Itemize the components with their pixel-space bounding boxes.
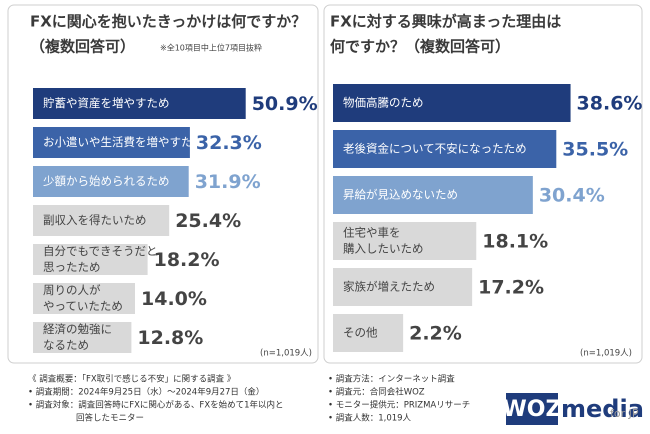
value-label: 50.9% <box>252 93 318 115</box>
bar-label: 副収入を得たいため <box>43 213 147 227</box>
survey-line: • 調査元：合同会社WOZ <box>328 387 425 398</box>
bar <box>333 84 571 122</box>
bar <box>333 314 404 352</box>
chart-title: （複数回答可） <box>30 38 135 56</box>
bar-label: お小遣いや生活費を増やすため <box>43 135 204 149</box>
bar-label: 周りの人が <box>43 283 101 297</box>
chart-title: FXに対する興味が高まった理由は <box>330 13 561 31</box>
bar-label: 昇給が見込めないため <box>343 188 458 202</box>
bar-label: やっていたため <box>43 299 123 313</box>
bar-label: 思ったため <box>43 260 101 274</box>
survey-line: • 調査方法：インターネット調査 <box>328 374 455 385</box>
bar-label: 老後資金について不安になったため <box>343 142 527 156</box>
sample-size: (n=1,019人) <box>260 349 312 359</box>
bar <box>333 130 557 168</box>
value-label: 31.9% <box>195 171 261 193</box>
bar-label: 少額から始められるため <box>43 174 170 188</box>
bar <box>33 166 189 197</box>
bar <box>333 268 473 306</box>
value-label: 25.4% <box>175 210 241 232</box>
survey-line: • モニター提供元：PRIZMAリサーチ <box>328 400 470 411</box>
bar-label: なるため <box>43 338 89 352</box>
survey-line: 《 調査概要：「FX取引で感じる不安」に関する調査 》 <box>28 374 235 385</box>
logo-word: media <box>561 395 644 423</box>
chart-title: 何ですか？（複数回答可） <box>330 38 510 56</box>
bar-label: 物価高騰のため <box>343 96 424 110</box>
bar-label: 経済の勉強に <box>43 322 112 336</box>
value-label: 35.5% <box>562 139 628 161</box>
sample-size: (n=1,019人) <box>580 349 632 359</box>
bar <box>33 127 190 158</box>
survey-line: • 調査対象：調査回答時にFXに関心がある、FXを始めて1年以内と <box>28 400 284 411</box>
survey-line: 回答したモニター <box>76 413 144 424</box>
bar <box>33 244 148 275</box>
survey-line: • 調査人数：1,019人 <box>328 413 412 424</box>
bar-label: 購入したいため <box>343 242 424 256</box>
logo-box <box>506 393 558 425</box>
bar <box>333 176 533 214</box>
value-label: 14.0% <box>141 288 207 310</box>
survey-line: • 調査期間：2024年9月25日（水）～2024年9月27日（金） <box>28 387 264 398</box>
value-label: 38.6% <box>577 93 643 115</box>
bar-label: 貯蓄や資産を増やすため <box>43 96 170 110</box>
value-label: 12.8% <box>137 327 203 349</box>
value-label: 18.1% <box>482 231 548 253</box>
value-label: 30.4% <box>539 185 605 207</box>
chart-title: FXに関心を抱いたきっかけは何ですか？ <box>30 13 306 31</box>
value-label: 2.2% <box>409 323 462 345</box>
bar <box>33 205 170 236</box>
bar-label: その他 <box>343 326 378 340</box>
value-label: 17.2% <box>478 277 544 299</box>
bar <box>33 283 135 314</box>
bar <box>333 222 477 260</box>
bar-label: 家族が増えたため <box>343 280 435 294</box>
bar-label: 住宅や車を <box>343 226 401 240</box>
logo-box-text: WOZ <box>503 397 562 422</box>
bar <box>33 322 132 353</box>
logo-suffix: for JP <box>610 407 639 420</box>
bar <box>33 88 246 119</box>
chart-note: ※全10項目中上位7項目抜粋 <box>160 43 262 53</box>
bar-label: 自分でもできそうだと <box>43 244 158 258</box>
value-label: 32.3% <box>196 132 262 154</box>
value-label: 18.2% <box>154 249 220 271</box>
